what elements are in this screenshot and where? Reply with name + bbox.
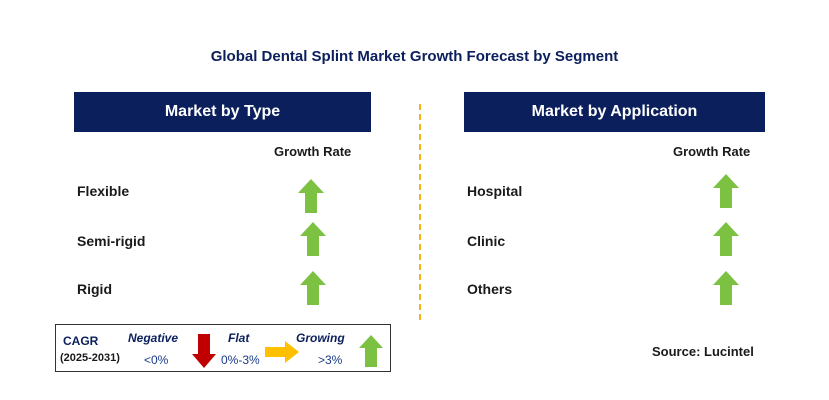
legend-flat-range: 0%-3% (221, 353, 260, 367)
yellow-right-arrow-icon (265, 341, 299, 363)
dashed-divider (419, 104, 421, 320)
green-up-arrow-icon (300, 271, 326, 305)
row-label-clinic: Clinic (467, 233, 506, 249)
green-up-arrow-icon (713, 271, 739, 305)
row-label-others: Others (467, 281, 513, 297)
growth-rate-label-application: Growth Rate (673, 144, 751, 159)
green-up-arrow-icon (713, 174, 739, 208)
legend-cagr-label: CAGR (63, 334, 99, 348)
green-up-arrow-icon (359, 335, 383, 367)
page-title: Global Dental Splint Market Growth Forec… (210, 48, 619, 65)
row-label-hospital: Hospital (467, 183, 523, 199)
green-up-arrow-icon (713, 222, 739, 256)
panel-header-type: Market by Type (74, 92, 371, 132)
legend-flat-label: Flat (228, 331, 250, 345)
legend-growing-label: Growing (296, 331, 345, 345)
source-label: Source: Lucintel (652, 344, 754, 359)
legend-growing-range: >3% (318, 353, 343, 367)
green-up-arrow-icon (298, 179, 324, 213)
legend-negative-range: <0% (144, 353, 169, 367)
row-label-rigid: Rigid (77, 281, 112, 297)
row-label-semi-rigid: Semi-rigid (77, 233, 146, 249)
green-up-arrow-icon (300, 222, 326, 256)
red-down-arrow-icon (192, 334, 216, 368)
panel-header-application: Market by Application (464, 92, 765, 132)
growth-rate-label-type: Growth Rate (274, 144, 352, 159)
legend-negative-label: Negative (128, 331, 179, 345)
row-label-flexible: Flexible (77, 183, 130, 199)
cagr-legend: CAGR (2025-2031) Negative <0% Flat 0%-3%… (55, 324, 391, 372)
legend-period: (2025-2031) (60, 352, 120, 364)
